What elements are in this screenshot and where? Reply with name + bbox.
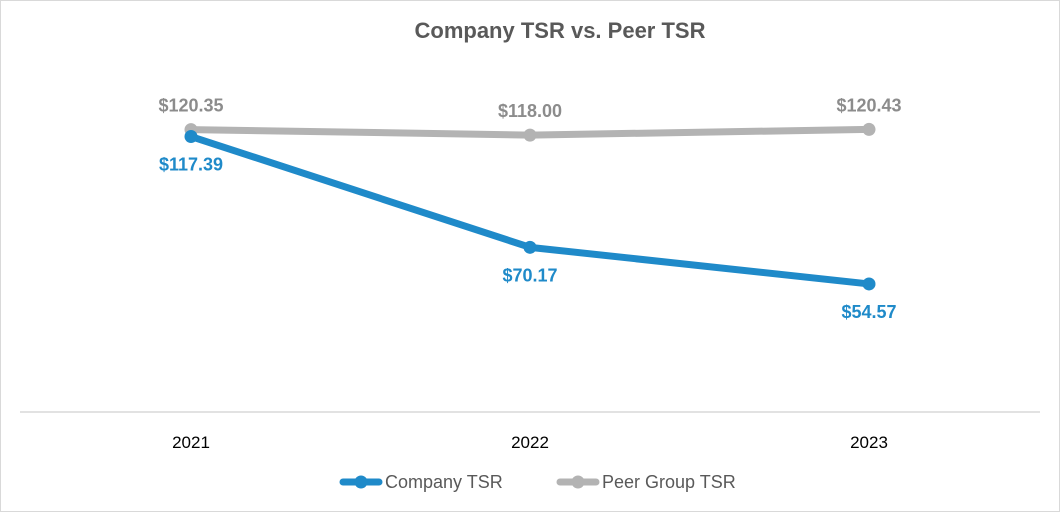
x-tick-label-2023: 2023: [850, 433, 888, 452]
peer-group-tsr-legend-label: Peer Group TSR: [602, 472, 736, 492]
company-tsr-legend-label: Company TSR: [385, 472, 503, 492]
peer-group-tsr-label-2021: $120.35: [158, 96, 223, 116]
legend: Company TSR Peer Group TSR: [339, 472, 736, 492]
company-tsr-label-2021: $117.39: [159, 155, 223, 175]
company-tsr-line: [187, 133, 873, 288]
company-tsr-label-2022: $70.17: [502, 265, 557, 285]
peer-group-tsr-point-2022: [523, 128, 537, 142]
peer-group-tsr-label-2022: $118.00: [498, 101, 562, 121]
x-tick-label-2021: 2021: [172, 433, 210, 452]
company-tsr-point-2022: [523, 240, 537, 254]
data-labels: $117.39 $70.17 $54.57 $120.35 $118.00 $120.43: [158, 95, 901, 322]
peer-group-tsr-point-2023: [862, 122, 876, 136]
company-tsr-legend-marker: [354, 475, 368, 489]
x-axis-ticks: 2021 2022 2023: [172, 433, 888, 452]
chart-title: Company TSR vs. Peer TSR: [415, 18, 706, 43]
series-points: [184, 122, 876, 291]
company-tsr-point-2023: [862, 277, 876, 291]
company-tsr-point-2021: [184, 130, 198, 144]
company-tsr-label-2023: $54.57: [841, 302, 896, 322]
series-lines: [187, 125, 873, 288]
x-tick-label-2022: 2022: [511, 433, 549, 452]
peer-group-tsr-legend-marker: [571, 475, 585, 489]
peer-group-tsr-label-2023: $120.43: [836, 95, 901, 115]
